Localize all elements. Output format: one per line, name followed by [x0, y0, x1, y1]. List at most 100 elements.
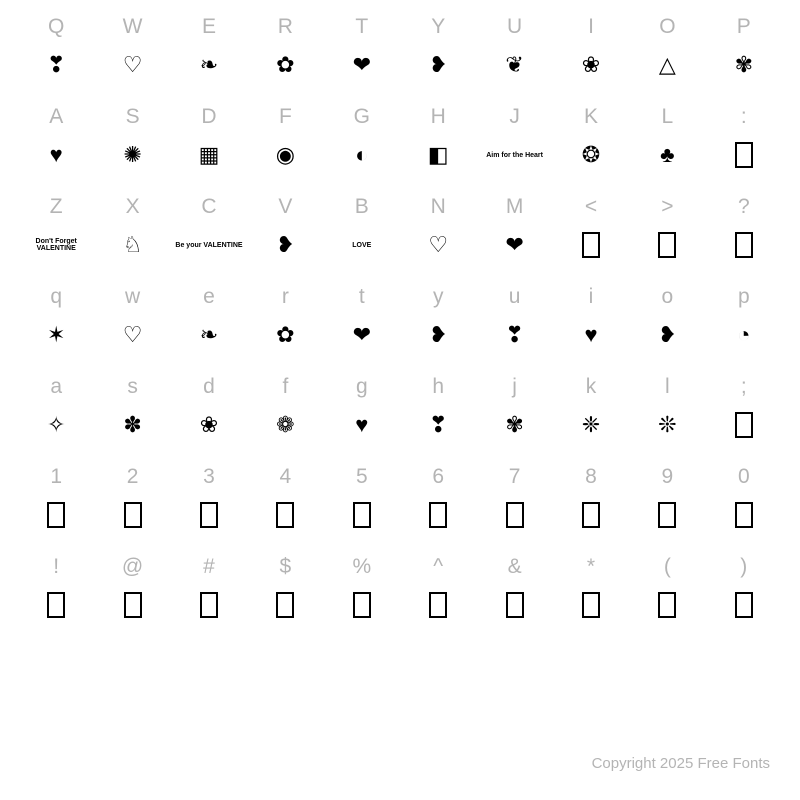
glyph-cell: ! [18, 548, 94, 638]
glyph-cell: S✺ [94, 98, 170, 188]
glyph-slot: ❣ [400, 404, 476, 446]
char-label: F [279, 98, 292, 134]
glyph-cell: s✽ [94, 368, 170, 458]
char-label: A [49, 98, 63, 134]
glyph-cell: O△ [629, 8, 705, 98]
dingbat-glyph: ✶ [47, 324, 65, 346]
dingbat-glyph: ♣ [660, 144, 674, 166]
char-label: V [278, 188, 292, 224]
missing-glyph-box [124, 502, 142, 528]
glyph-cell: u❣ [476, 278, 552, 368]
glyph-slot [18, 494, 94, 536]
missing-glyph-box [429, 502, 447, 528]
dingbat-glyph: ♥ [50, 144, 63, 166]
glyph-slot: ✿ [247, 44, 323, 86]
glyph-slot: ❁ [247, 404, 323, 446]
glyph-cell: * [553, 548, 629, 638]
text-glyph: Be your VALENTINE [175, 242, 242, 249]
char-label: j [512, 368, 517, 404]
glyph-slot [171, 494, 247, 536]
glyph-cell: R✿ [247, 8, 323, 98]
dingbat-glyph: ❣ [47, 54, 65, 76]
glyph-cell: H◧ [400, 98, 476, 188]
char-label: < [585, 188, 597, 224]
dingbat-glyph: ◔ [737, 324, 750, 346]
char-label: H [431, 98, 446, 134]
char-label: $ [280, 548, 292, 584]
char-label: ^ [433, 548, 443, 584]
glyph-cell: N♡ [400, 188, 476, 278]
missing-glyph-box [47, 502, 65, 528]
dingbat-glyph: ◉ [276, 144, 295, 166]
char-label: ! [53, 548, 59, 584]
glyph-slot [476, 494, 552, 536]
glyph-slot: ✾ [706, 44, 782, 86]
glyph-slot [400, 584, 476, 626]
dingbat-glyph: ❂ [582, 144, 600, 166]
missing-glyph-box [124, 592, 142, 618]
glyph-slot: ❥ [400, 44, 476, 86]
glyph-cell: j✾ [476, 368, 552, 458]
glyph-slot: ❣ [476, 314, 552, 356]
glyph-slot: ♡ [400, 224, 476, 266]
glyph-slot: ✽ [94, 404, 170, 446]
missing-glyph-box [582, 592, 600, 618]
glyph-cell: JAim for the Heart [476, 98, 552, 188]
char-label: S [126, 98, 140, 134]
dingbat-glyph: ❧ [200, 324, 218, 346]
dingbat-glyph: ◐ [355, 144, 368, 166]
glyph-cell: BLOVE [324, 188, 400, 278]
glyph-slot: ❥ [247, 224, 323, 266]
char-label: l [665, 368, 670, 404]
char-label: D [201, 98, 216, 134]
dingbat-glyph: ❀ [582, 54, 600, 76]
char-label: f [282, 368, 288, 404]
dingbat-glyph: ❧ [200, 54, 218, 76]
glyph-slot [18, 584, 94, 626]
char-label: Y [431, 8, 445, 44]
glyph-cell: ( [629, 548, 705, 638]
glyph-cell: r✿ [247, 278, 323, 368]
missing-glyph-box [582, 502, 600, 528]
glyph-slot: ♥ [18, 134, 94, 176]
glyph-cell: > [629, 188, 705, 278]
glyph-cell: ? [706, 188, 782, 278]
glyph-slot: ❧ [171, 44, 247, 86]
missing-glyph-box [429, 592, 447, 618]
char-label: Q [48, 8, 64, 44]
missing-glyph-box [582, 232, 600, 258]
glyph-cell: P✾ [706, 8, 782, 98]
dingbat-glyph: ✾ [505, 414, 523, 436]
char-label: ; [741, 368, 747, 404]
char-label: 4 [280, 458, 292, 494]
char-label: u [509, 278, 521, 314]
char-label: * [587, 548, 595, 584]
glyph-slot: Aim for the Heart [476, 134, 552, 176]
missing-glyph-box [735, 142, 753, 168]
char-label: J [509, 98, 520, 134]
glyph-slot: ❦ [476, 44, 552, 86]
char-label: R [278, 8, 293, 44]
dingbat-glyph: ♡ [123, 54, 143, 76]
char-label: w [125, 278, 140, 314]
missing-glyph-box [200, 502, 218, 528]
char-label: e [203, 278, 215, 314]
glyph-slot [324, 584, 400, 626]
glyph-slot: ♥ [324, 404, 400, 446]
glyph-cell: 4 [247, 458, 323, 548]
glyph-cell: < [553, 188, 629, 278]
char-label: y [433, 278, 444, 314]
dingbat-glyph: ❣ [505, 324, 523, 346]
glyph-cell: 6 [400, 458, 476, 548]
glyph-slot [706, 494, 782, 536]
glyph-slot: △ [629, 44, 705, 86]
char-label: h [432, 368, 444, 404]
dingbat-glyph: ❊ [658, 414, 676, 436]
char-label: Z [50, 188, 63, 224]
char-label: W [123, 8, 143, 44]
missing-glyph-box [276, 502, 294, 528]
glyph-cell: L♣ [629, 98, 705, 188]
glyph-slot [94, 584, 170, 626]
dingbat-glyph: ❈ [582, 414, 600, 436]
char-label: 3 [203, 458, 215, 494]
